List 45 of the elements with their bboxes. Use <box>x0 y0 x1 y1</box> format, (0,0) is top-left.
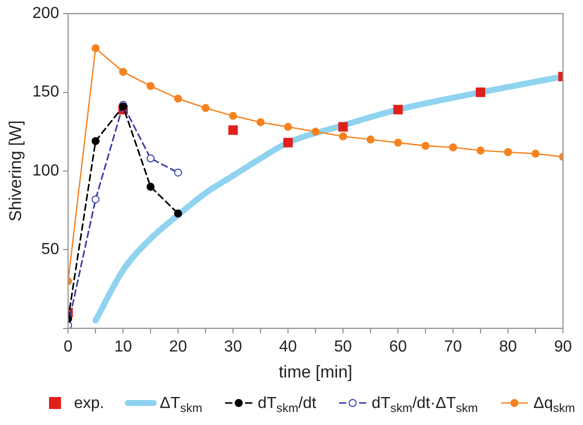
x-tick-label: 60 <box>389 338 408 356</box>
x-axis-title: time [min] <box>278 362 352 382</box>
y-axis-title: Shivering [W] <box>6 120 25 222</box>
point <box>229 112 238 120</box>
x-tick-label: 20 <box>169 338 188 356</box>
point <box>146 82 155 90</box>
point <box>256 118 265 126</box>
x-tick-label: 0 <box>64 338 73 356</box>
point <box>146 182 155 191</box>
x-tick-label: 80 <box>499 338 518 356</box>
point <box>92 195 100 204</box>
x-tick-label: 90 <box>554 338 572 356</box>
point <box>422 142 430 150</box>
point <box>504 148 512 156</box>
point <box>174 210 182 218</box>
point <box>476 88 486 98</box>
x-tick-label: 40 <box>279 338 298 356</box>
x-tick-label: 10 <box>114 338 132 356</box>
point <box>449 143 458 152</box>
point <box>312 128 320 136</box>
point <box>146 154 155 162</box>
x-tick-label: 70 <box>444 338 462 356</box>
y-tick-label: 150 <box>32 84 60 101</box>
point <box>339 132 348 140</box>
legend-label: exp. <box>74 395 104 412</box>
x-tick-label: 30 <box>224 338 242 356</box>
point <box>202 104 210 112</box>
point <box>366 136 375 144</box>
point <box>283 138 293 148</box>
point <box>394 138 402 147</box>
y-tick-label: 200 <box>32 5 60 22</box>
point <box>284 122 292 131</box>
point <box>92 137 100 146</box>
x-tick-label: 50 <box>334 338 352 356</box>
point <box>174 94 182 103</box>
point <box>174 168 182 177</box>
y-tick-label: 50 <box>41 241 60 258</box>
point <box>92 44 100 52</box>
point <box>228 125 238 135</box>
point <box>476 146 485 155</box>
point <box>393 104 403 114</box>
point <box>119 68 128 76</box>
point <box>338 122 348 132</box>
point <box>532 150 540 158</box>
y-tick-label: 100 <box>32 162 60 180</box>
